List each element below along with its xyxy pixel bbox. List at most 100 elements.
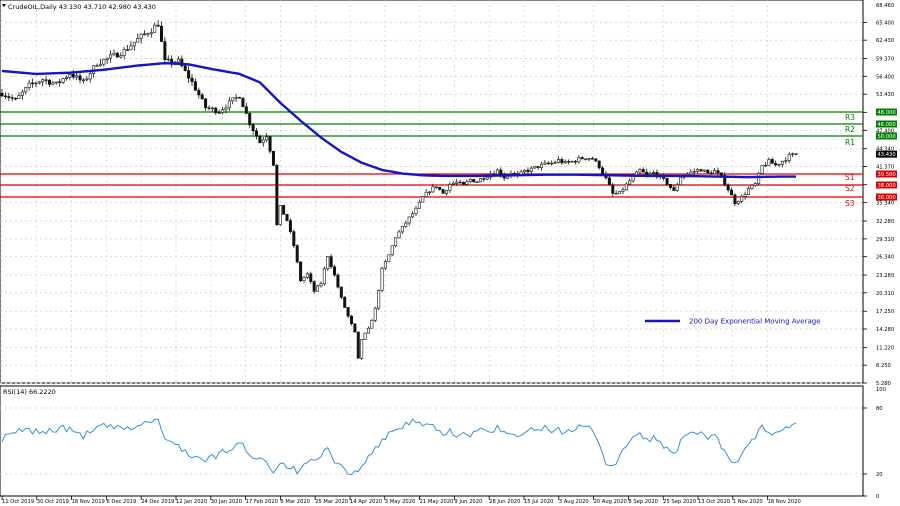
candle-body	[573, 160, 577, 163]
candle-body	[668, 183, 672, 188]
candle-body	[523, 169, 527, 173]
candle-body	[377, 290, 381, 309]
candle-body	[299, 261, 303, 282]
candle-body	[465, 181, 469, 185]
candle-body	[601, 167, 605, 175]
candle-body	[68, 74, 72, 78]
candle-body	[360, 339, 364, 359]
candle-body	[740, 196, 744, 202]
candle-body	[258, 135, 262, 144]
price-pane[interactable]: R3 R2 R1 S1 S2 S3 CrudeOIL,Daily 43.130 43.71…	[0, 0, 864, 384]
candle-body	[760, 165, 764, 174]
candle-body	[746, 188, 750, 195]
price-axis: 68.46065.40062.43059.37056.40053.43050.4…	[863, 3, 897, 387]
rsi-pane[interactable]: RSI(14) 66.2220	[0, 385, 864, 497]
candle-body	[115, 52, 119, 58]
candle-body	[424, 191, 428, 198]
candle-body	[333, 266, 337, 276]
candle-body	[618, 191, 622, 194]
candle-body	[149, 32, 153, 35]
time-tick-label: 28 Jun 2020	[489, 499, 520, 505]
rsi-tick-label: 0	[876, 494, 879, 500]
candle-body	[326, 256, 330, 270]
candle-body	[217, 112, 221, 114]
candle-body	[713, 170, 717, 175]
candle-body	[153, 24, 157, 33]
candle-body	[702, 169, 706, 172]
candle-body	[17, 95, 21, 99]
candle-body	[180, 58, 184, 67]
candle-body	[20, 91, 24, 96]
candle-body	[529, 167, 533, 172]
time-tick-label: 15 Jul 2020	[524, 499, 553, 505]
candle-body	[278, 205, 282, 225]
candle-body	[329, 256, 333, 268]
candle-body	[190, 77, 194, 82]
candle-body	[61, 78, 65, 83]
candle-body	[777, 163, 781, 166]
candle-body	[126, 49, 130, 51]
candle-body	[757, 173, 761, 184]
candle-body	[706, 169, 710, 174]
candle-body	[31, 82, 35, 85]
level-label-r1: R1	[845, 138, 855, 147]
current-price-tag	[876, 150, 897, 158]
candle-body	[370, 320, 374, 329]
time-tick-label: 12 Jan 2020	[176, 499, 207, 505]
candle-body	[414, 207, 418, 215]
candle-body	[292, 231, 296, 246]
candle-body	[587, 158, 591, 160]
time-tick-label: 18 Nov 2020	[768, 499, 801, 505]
price-tick-label: 23.280	[876, 273, 894, 279]
candle-body	[241, 97, 245, 108]
candle-body	[231, 97, 235, 102]
candle-body	[64, 76, 68, 79]
candle-body	[316, 285, 320, 292]
candle-body	[560, 159, 564, 164]
candle-body	[448, 184, 452, 191]
candle-body	[611, 184, 615, 194]
candle-body	[244, 106, 248, 114]
candle-body	[210, 107, 214, 110]
level-label-s1: S1	[845, 173, 855, 182]
candle-body	[214, 107, 218, 113]
candle-body	[81, 79, 85, 81]
candle-body	[485, 176, 489, 180]
candle-body	[614, 193, 618, 195]
candle-body	[122, 49, 126, 56]
candle-body	[455, 181, 459, 184]
level-tag-r3	[876, 108, 897, 116]
level-label-s3: S3	[845, 199, 855, 208]
candle-body	[774, 163, 778, 166]
candle-body	[221, 109, 225, 113]
candle-body	[254, 130, 258, 137]
time-tick-label: 30 Oct 2019	[37, 499, 69, 505]
level-tag-text-s2: 38.000	[878, 183, 896, 189]
candle-body	[339, 286, 343, 298]
candle-body	[607, 177, 611, 186]
level-tag-s2	[876, 181, 897, 189]
candle-body	[726, 184, 730, 191]
price-tick-label: 17.250	[876, 309, 894, 315]
time-tick-label: 1 Nov 2020	[733, 499, 763, 505]
candle-body	[295, 245, 299, 263]
time-tick-label: 25 Mar 2020	[315, 499, 348, 505]
candle-body	[312, 281, 316, 292]
candle-body	[482, 178, 486, 180]
candle-body	[58, 81, 62, 83]
candle-body	[268, 136, 272, 152]
price-axis-top-label: 68.460	[876, 3, 894, 9]
collapse-arrow-icon[interactable]	[2, 4, 6, 7]
candle-body	[234, 97, 238, 99]
price-tick-label: 41.370	[876, 165, 894, 171]
time-tick-label: 3 Aug 2020	[559, 499, 589, 505]
candle-body	[98, 63, 102, 66]
price-tick-label: 62.430	[876, 38, 894, 44]
candle-body	[380, 267, 384, 291]
candle-body	[445, 190, 449, 194]
candle-body	[193, 81, 197, 91]
candle-body	[10, 97, 14, 99]
candle-body	[95, 65, 99, 67]
candle-body	[543, 162, 547, 165]
candle-body	[404, 222, 408, 227]
